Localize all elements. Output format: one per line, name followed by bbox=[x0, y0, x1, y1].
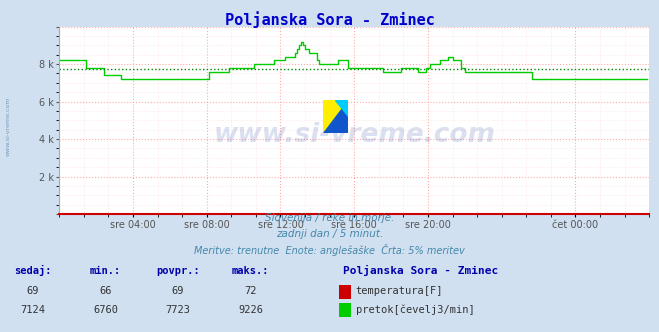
Text: 66: 66 bbox=[100, 286, 111, 296]
Text: maks.:: maks.: bbox=[232, 266, 269, 276]
Polygon shape bbox=[323, 100, 348, 133]
Text: 72: 72 bbox=[244, 286, 256, 296]
Text: zadnji dan / 5 minut.: zadnji dan / 5 minut. bbox=[276, 229, 383, 239]
Text: Slovenija / reke in morje.: Slovenija / reke in morje. bbox=[265, 213, 394, 223]
Text: 7124: 7124 bbox=[20, 305, 45, 315]
Text: temperatura[F]: temperatura[F] bbox=[356, 287, 444, 296]
Text: 6760: 6760 bbox=[93, 305, 118, 315]
Text: min.:: min.: bbox=[90, 266, 121, 276]
Polygon shape bbox=[335, 100, 348, 116]
Text: 9226: 9226 bbox=[238, 305, 263, 315]
Text: pretok[čevelj3/min]: pretok[čevelj3/min] bbox=[356, 304, 474, 315]
Text: sedaj:: sedaj: bbox=[14, 265, 51, 276]
Text: 7723: 7723 bbox=[165, 305, 190, 315]
Text: Meritve: trenutne  Enote: anglešaške  Črta: 5% meritev: Meritve: trenutne Enote: anglešaške Črta… bbox=[194, 244, 465, 256]
Text: povpr.:: povpr.: bbox=[156, 266, 200, 276]
Text: Poljanska Sora - Zminec: Poljanska Sora - Zminec bbox=[225, 12, 434, 29]
Polygon shape bbox=[323, 100, 348, 133]
Text: 69: 69 bbox=[27, 286, 39, 296]
Text: 69: 69 bbox=[172, 286, 184, 296]
Text: www.si-vreme.com: www.si-vreme.com bbox=[214, 123, 495, 148]
Text: Poljanska Sora - Zminec: Poljanska Sora - Zminec bbox=[343, 265, 498, 276]
Text: www.si-vreme.com: www.si-vreme.com bbox=[5, 96, 11, 156]
